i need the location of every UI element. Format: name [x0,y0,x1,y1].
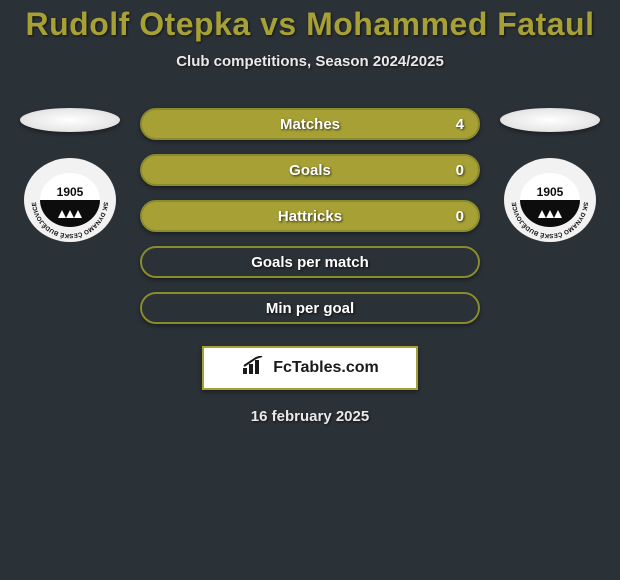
stat-bar: Matches 4 [140,108,480,140]
brand-chart-icon [241,356,269,381]
stat-label: Hattricks [278,208,342,225]
club-badge-right: 1905 SK DYNAMO ČESKÉ BUDĚJOVICE [502,156,598,244]
stat-label: Goals per match [251,254,369,271]
stat-label: Min per goal [266,300,354,317]
date-line: 16 february 2025 [251,408,369,425]
left-side: 1905 SK DYNAMO ČESKÉ BUDĚJOVICE [10,108,130,244]
brand-box[interactable]: FcTables.com [202,346,418,390]
content-root: Rudolf Otepka vs Mohammed Fataul Club co… [0,0,620,580]
stat-bar: Min per goal [140,292,480,324]
svg-text:1905: 1905 [537,185,564,199]
player-right-ellipse [500,108,600,132]
stat-bar: Hattricks 0 [140,200,480,232]
stat-bar: Goals 0 [140,154,480,186]
stat-value-right: 4 [456,116,464,133]
brand-text: FcTables.com [273,359,379,377]
main-row: 1905 SK DYNAMO ČESKÉ BUDĚJOVICE Matches 4… [0,108,620,324]
stat-value-right: 0 [456,162,464,179]
stat-bar: Goals per match [140,246,480,278]
page-title: Rudolf Otepka vs Mohammed Fataul [26,6,595,43]
stat-label: Goals [289,162,331,179]
subtitle: Club competitions, Season 2024/2025 [176,53,444,70]
club-badge-left: 1905 SK DYNAMO ČESKÉ BUDĚJOVICE [22,156,118,244]
svg-text:1905: 1905 [57,185,84,199]
right-side: 1905 SK DYNAMO ČESKÉ BUDĚJOVICE [490,108,610,244]
stat-column: Matches 4 Goals 0 Hattricks 0 Goals per match M… [130,108,490,324]
stat-value-right: 0 [456,208,464,225]
player-left-ellipse [20,108,120,132]
stat-label: Matches [280,116,340,133]
